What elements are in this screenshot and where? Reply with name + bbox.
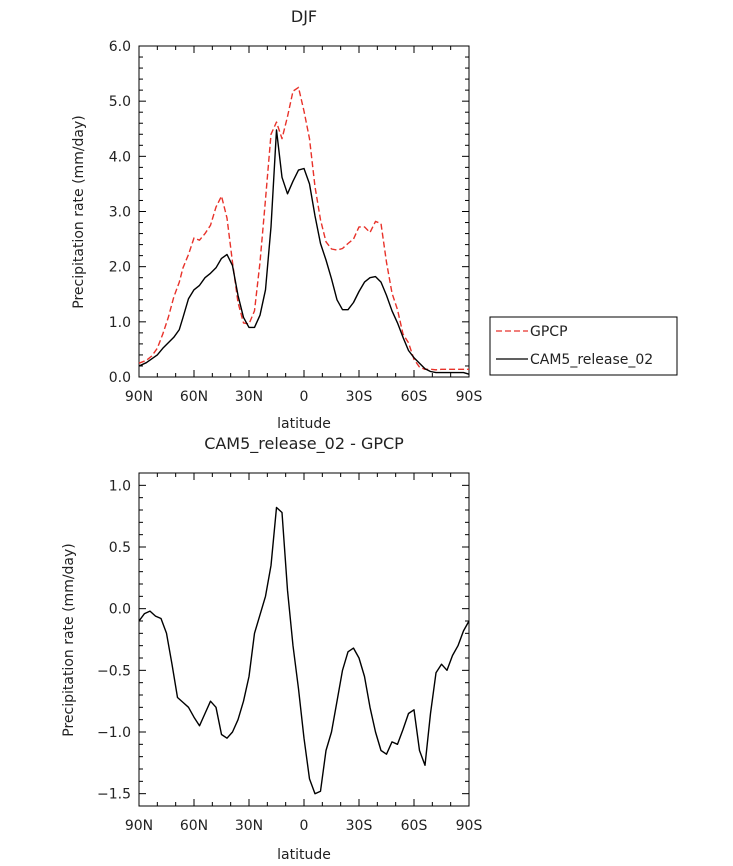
bottom-ytick-label: −1.5: [97, 787, 131, 803]
bottom-y-axis: 1.0 0.5 0.0 −0.5 −1.0 −1.5: [97, 478, 469, 803]
top-xtick-label: 0: [300, 389, 309, 405]
bottom-xtick-label: 30S: [346, 818, 373, 834]
bottom-ytick-label: 0.5: [109, 540, 131, 556]
top-ytick-label: 4.0: [109, 149, 131, 165]
bottom-xtick-label: 30N: [235, 818, 263, 834]
bottom-xtick-label: 90N: [125, 818, 153, 834]
bottom-xtick-label: 60N: [180, 818, 208, 834]
panel-top: DJF 0.0 1.0 2.0 3.0 4.0 5.0 6.0 90N 60N 30N 0 30S 6…: [71, 7, 678, 432]
bottom-xtick-label: 0: [300, 818, 309, 834]
bottom-x-axis-label: latitude: [277, 847, 331, 863]
bottom-y-axis-label: Precipitation rate (mm/day): [61, 543, 77, 737]
top-ytick-label: 0.0: [109, 370, 131, 386]
top-x-axis-label: latitude: [277, 416, 331, 432]
top-ytick-label: 3.0: [109, 205, 131, 221]
top-ytick-label: 5.0: [109, 94, 131, 110]
top-xtick-label: 90S: [456, 389, 483, 405]
bottom-x-axis: 90N 60N 30N 0 30S 60S 90S: [125, 473, 483, 834]
top-ytick-label: 2.0: [109, 260, 131, 276]
top-series-gpcp-line: [138, 86, 469, 371]
bottom-ytick-label: −1.0: [97, 725, 131, 741]
panel-bottom: CAM5_release_02 - GPCP 1.0 0.5 0.0 −0.5 −1.0…: [61, 434, 482, 863]
legend-label-gpcp: GPCP: [530, 324, 568, 340]
bottom-ytick-label: −0.5: [97, 663, 131, 679]
bottom-plot-lines: [138, 506, 470, 795]
legend: GPCP CAM5_release_02: [489, 316, 678, 376]
top-series-cam5-release-02-line: [138, 129, 470, 375]
top-ytick-label: 6.0: [109, 39, 131, 55]
top-y-axis: 0.0 1.0 2.0 3.0 4.0 5.0 6.0: [109, 39, 469, 386]
top-xtick-label: 60N: [180, 389, 208, 405]
bottom-chart-title: CAM5_release_02 - GPCP: [204, 434, 404, 454]
bottom-plot-frame: [138, 472, 470, 807]
top-x-axis: 90N 60N 30N 0 30S 60S 90S: [125, 46, 483, 405]
legend-box: [489, 316, 678, 376]
bottom-ytick-label: 1.0: [109, 478, 131, 494]
top-chart-title: DJF: [291, 7, 317, 26]
top-xtick-label: 30N: [235, 389, 263, 405]
top-ytick-label: 1.0: [109, 315, 131, 331]
top-xtick-label: 30S: [346, 389, 373, 405]
top-plot-lines: [138, 86, 470, 375]
legend-label-cam5: CAM5_release_02: [530, 352, 653, 368]
top-y-axis-label: Precipitation rate (mm/day): [71, 115, 87, 309]
bottom-xtick-label: 90S: [456, 818, 483, 834]
top-xtick-label: 60S: [401, 389, 428, 405]
bottom-xtick-label: 60S: [401, 818, 428, 834]
bottom-series-cam5-release-02-gpcp-line: [138, 506, 470, 795]
top-xtick-label: 90N: [125, 389, 153, 405]
bottom-ytick-label: 0.0: [109, 602, 131, 618]
top-plot-frame: [138, 45, 470, 378]
